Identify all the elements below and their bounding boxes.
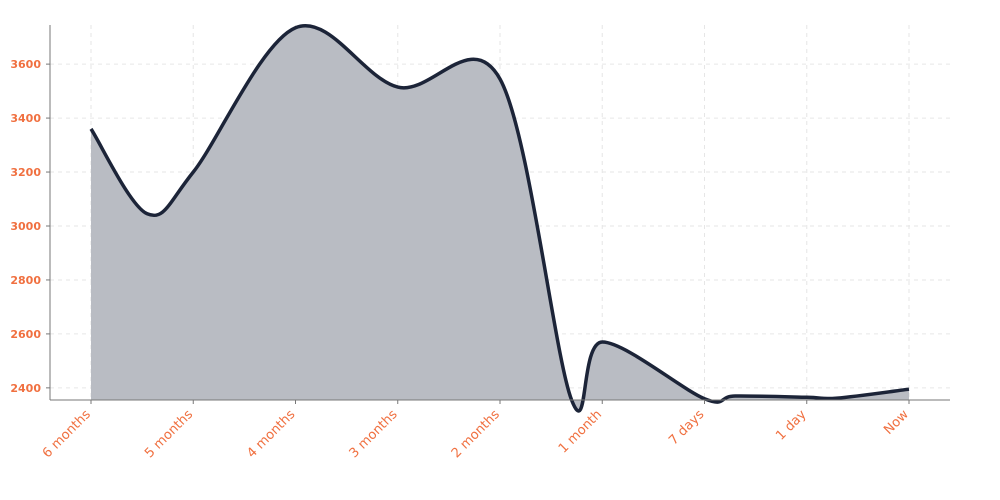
x-tick-label-2: 4 months xyxy=(244,407,298,461)
y-tick-label-0: 2400 xyxy=(10,382,41,395)
y-tick-label-6: 3600 xyxy=(10,58,41,71)
x-axis-ticks: 6 months 5 months 4 months 3 months 2 months… xyxy=(40,400,912,461)
area-fill xyxy=(91,25,909,411)
y-tick-label-4: 3200 xyxy=(10,166,41,179)
y-tick-label-5: 3400 xyxy=(10,112,41,125)
series-line xyxy=(89,24,910,413)
y-tick-label-1: 2600 xyxy=(10,328,41,341)
y-tick-label-2: 2800 xyxy=(10,274,41,287)
x-tick-label-0: 6 months xyxy=(40,407,94,461)
y-tick-label-3: 3000 xyxy=(10,220,41,233)
x-tick-label-4: 2 months xyxy=(449,407,503,461)
x-tick-label-3: 3 months xyxy=(347,407,401,461)
x-tick-label-5: 1 month xyxy=(556,407,605,456)
x-tick-label-7: 1 day xyxy=(773,407,810,444)
x-tick-label-1: 5 months xyxy=(142,407,196,461)
y-axis-ticks: 2400 2600 2800 3000 3200 3400 3600 xyxy=(10,58,50,395)
x-tick-label-8: Now xyxy=(881,407,912,438)
x-tick-label-6: 7 days xyxy=(666,407,707,448)
